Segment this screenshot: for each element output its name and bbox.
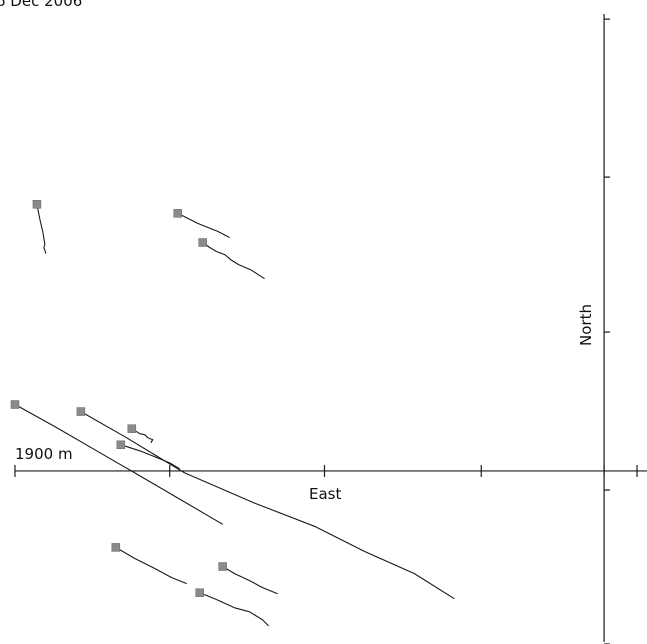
track-line <box>80 411 455 600</box>
track-start-marker <box>116 440 126 450</box>
track-line <box>14 404 223 525</box>
track-line <box>222 566 278 595</box>
track-line <box>199 592 269 627</box>
axes <box>14 14 647 644</box>
track-line <box>36 204 47 254</box>
track-line <box>131 428 154 444</box>
track-line <box>120 444 180 470</box>
track-line <box>177 212 230 238</box>
track-start-marker <box>111 543 121 552</box>
track-start-marker <box>218 562 227 571</box>
date-label: 6 Dec 2006 <box>0 0 82 10</box>
track-start-marker <box>76 407 86 416</box>
track-line <box>202 242 265 280</box>
track-start-marker <box>10 400 20 409</box>
tracks <box>10 200 455 627</box>
x-axis-label: East <box>309 485 341 503</box>
track-start-marker <box>195 588 204 597</box>
y-axis-label: North <box>577 304 595 346</box>
track-start-marker <box>198 238 207 247</box>
track-start-marker <box>127 424 137 433</box>
track-start-marker <box>32 200 42 209</box>
track-line <box>115 546 187 585</box>
scale-label: 1900 m <box>15 445 73 463</box>
track-start-marker <box>173 209 182 218</box>
